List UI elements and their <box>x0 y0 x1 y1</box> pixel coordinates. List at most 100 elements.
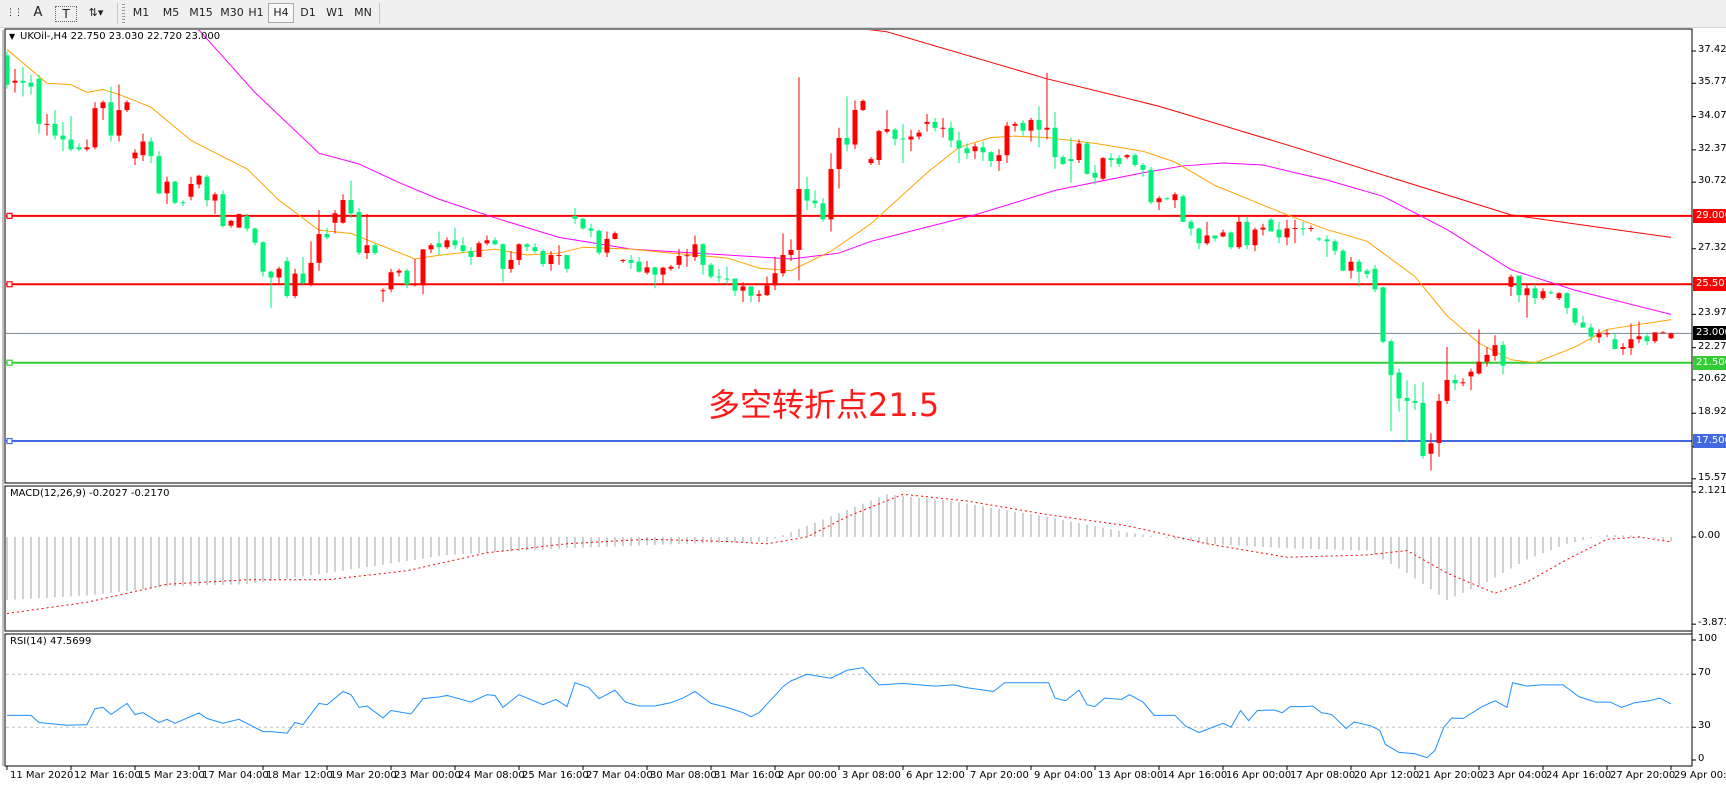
candle <box>1204 221 1210 246</box>
candle-body <box>1308 228 1314 230</box>
candle-body <box>1364 270 1370 275</box>
timeframe-w1-button[interactable]: W1 <box>326 6 344 19</box>
candle <box>1020 119 1026 136</box>
candle-body <box>508 259 514 269</box>
time-tick-label: 27 Mar 04:00 <box>586 770 653 781</box>
candle-body <box>1460 382 1466 384</box>
timeframe-m1-button[interactable]: M1 <box>132 6 150 19</box>
rsi-panel-frame <box>4 633 1693 767</box>
candle-body <box>1556 293 1562 299</box>
candle <box>1196 227 1202 250</box>
moving-average-slow-line <box>868 30 1672 238</box>
candle-body <box>452 240 458 246</box>
time-tick-label: 3 Apr 08:00 <box>842 770 901 781</box>
candle <box>76 143 82 152</box>
toolbar-grip[interactable] <box>122 4 125 23</box>
candle <box>388 268 394 293</box>
candle-body <box>1492 345 1498 356</box>
candle-body <box>516 244 522 260</box>
candle <box>268 270 274 308</box>
candle-body <box>924 121 930 124</box>
candle-body <box>340 200 346 223</box>
candle-body <box>676 256 682 265</box>
candle <box>1140 162 1146 177</box>
text-label-tool-icon[interactable]: T <box>55 6 77 22</box>
candle-body <box>1572 308 1578 323</box>
candle-body <box>228 220 234 226</box>
candle <box>188 176 194 201</box>
period-separators-icon[interactable]: ⋮⋮ <box>6 8 23 18</box>
timeframe-m15-button[interactable]: M15 <box>189 6 213 19</box>
candle <box>164 176 170 205</box>
timeframe-m30-button[interactable]: M30 <box>220 6 244 19</box>
candle <box>1596 329 1602 344</box>
candle-body <box>1468 371 1474 377</box>
candle-body <box>628 259 634 263</box>
text-tool-icon[interactable]: A <box>33 5 43 20</box>
candle <box>1188 219 1194 236</box>
candle-body <box>1452 379 1458 384</box>
candle-body <box>1612 339 1618 350</box>
timeframe-mn-button[interactable]: MN <box>354 6 372 19</box>
candle <box>1036 106 1042 148</box>
candle <box>868 157 874 165</box>
timeframe-d1-button[interactable]: D1 <box>300 6 316 19</box>
chart-toolbar: ⋮⋮ A T ⇅▾ M1 M5 M15 M30 H1 H4 D1 W1 MN <box>0 0 1726 28</box>
candle-body <box>276 268 282 278</box>
candle-body <box>916 132 922 137</box>
candle <box>284 256 290 299</box>
candle-body <box>380 290 386 292</box>
candle <box>892 127 898 146</box>
candle-body <box>580 218 586 229</box>
timeframe-m5-button[interactable]: M5 <box>162 6 180 19</box>
candle <box>52 110 58 140</box>
time-tick-label: 6 Apr 12:00 <box>906 770 965 781</box>
candle <box>244 213 250 232</box>
candle-body <box>932 121 938 128</box>
candle <box>396 268 402 277</box>
candle <box>700 243 706 275</box>
candle <box>1332 239 1338 256</box>
time-tick-label: 17 Mar 04:00 <box>202 770 269 781</box>
candle-body <box>1188 221 1194 229</box>
candle-body <box>596 230 602 253</box>
candle <box>1404 380 1410 443</box>
candle-body <box>524 244 530 247</box>
candle <box>1308 225 1314 232</box>
candle-body <box>1508 276 1514 287</box>
candle-body <box>140 141 146 156</box>
candle-body <box>236 213 242 228</box>
candle-body <box>1516 275 1522 296</box>
timeframe-h1-button[interactable]: H1 <box>248 6 264 19</box>
candle-body <box>708 264 714 277</box>
candle <box>1004 121 1010 163</box>
macd-tick-label: 2.121 <box>1698 485 1726 496</box>
candle-body <box>1420 402 1426 456</box>
candle <box>564 255 570 273</box>
macd-label: MACD(12,26,9) -0.2027 -0.2170 <box>10 488 170 499</box>
candle <box>452 227 458 250</box>
candle <box>988 151 994 167</box>
candle-body <box>1380 287 1386 342</box>
candle-body <box>332 213 338 223</box>
candle <box>1108 153 1114 167</box>
timeframe-h4-button[interactable]: H4 <box>268 3 294 23</box>
candle-body <box>164 181 170 194</box>
candle-body <box>892 129 898 139</box>
candle <box>796 77 802 281</box>
candle <box>764 276 770 297</box>
candle-body <box>492 240 498 245</box>
candle-body <box>1260 227 1266 230</box>
candle <box>316 209 322 271</box>
candle <box>572 208 578 224</box>
candle <box>828 153 834 232</box>
arrows-tool-icon[interactable]: ⇅▾ <box>88 6 104 19</box>
candle <box>132 149 138 165</box>
candle-body <box>1268 219 1274 232</box>
candle <box>484 235 490 246</box>
macd-panel-frame <box>4 485 1693 632</box>
candle-body <box>1332 241 1338 251</box>
level-line-handle <box>6 212 13 219</box>
candle <box>12 69 18 93</box>
